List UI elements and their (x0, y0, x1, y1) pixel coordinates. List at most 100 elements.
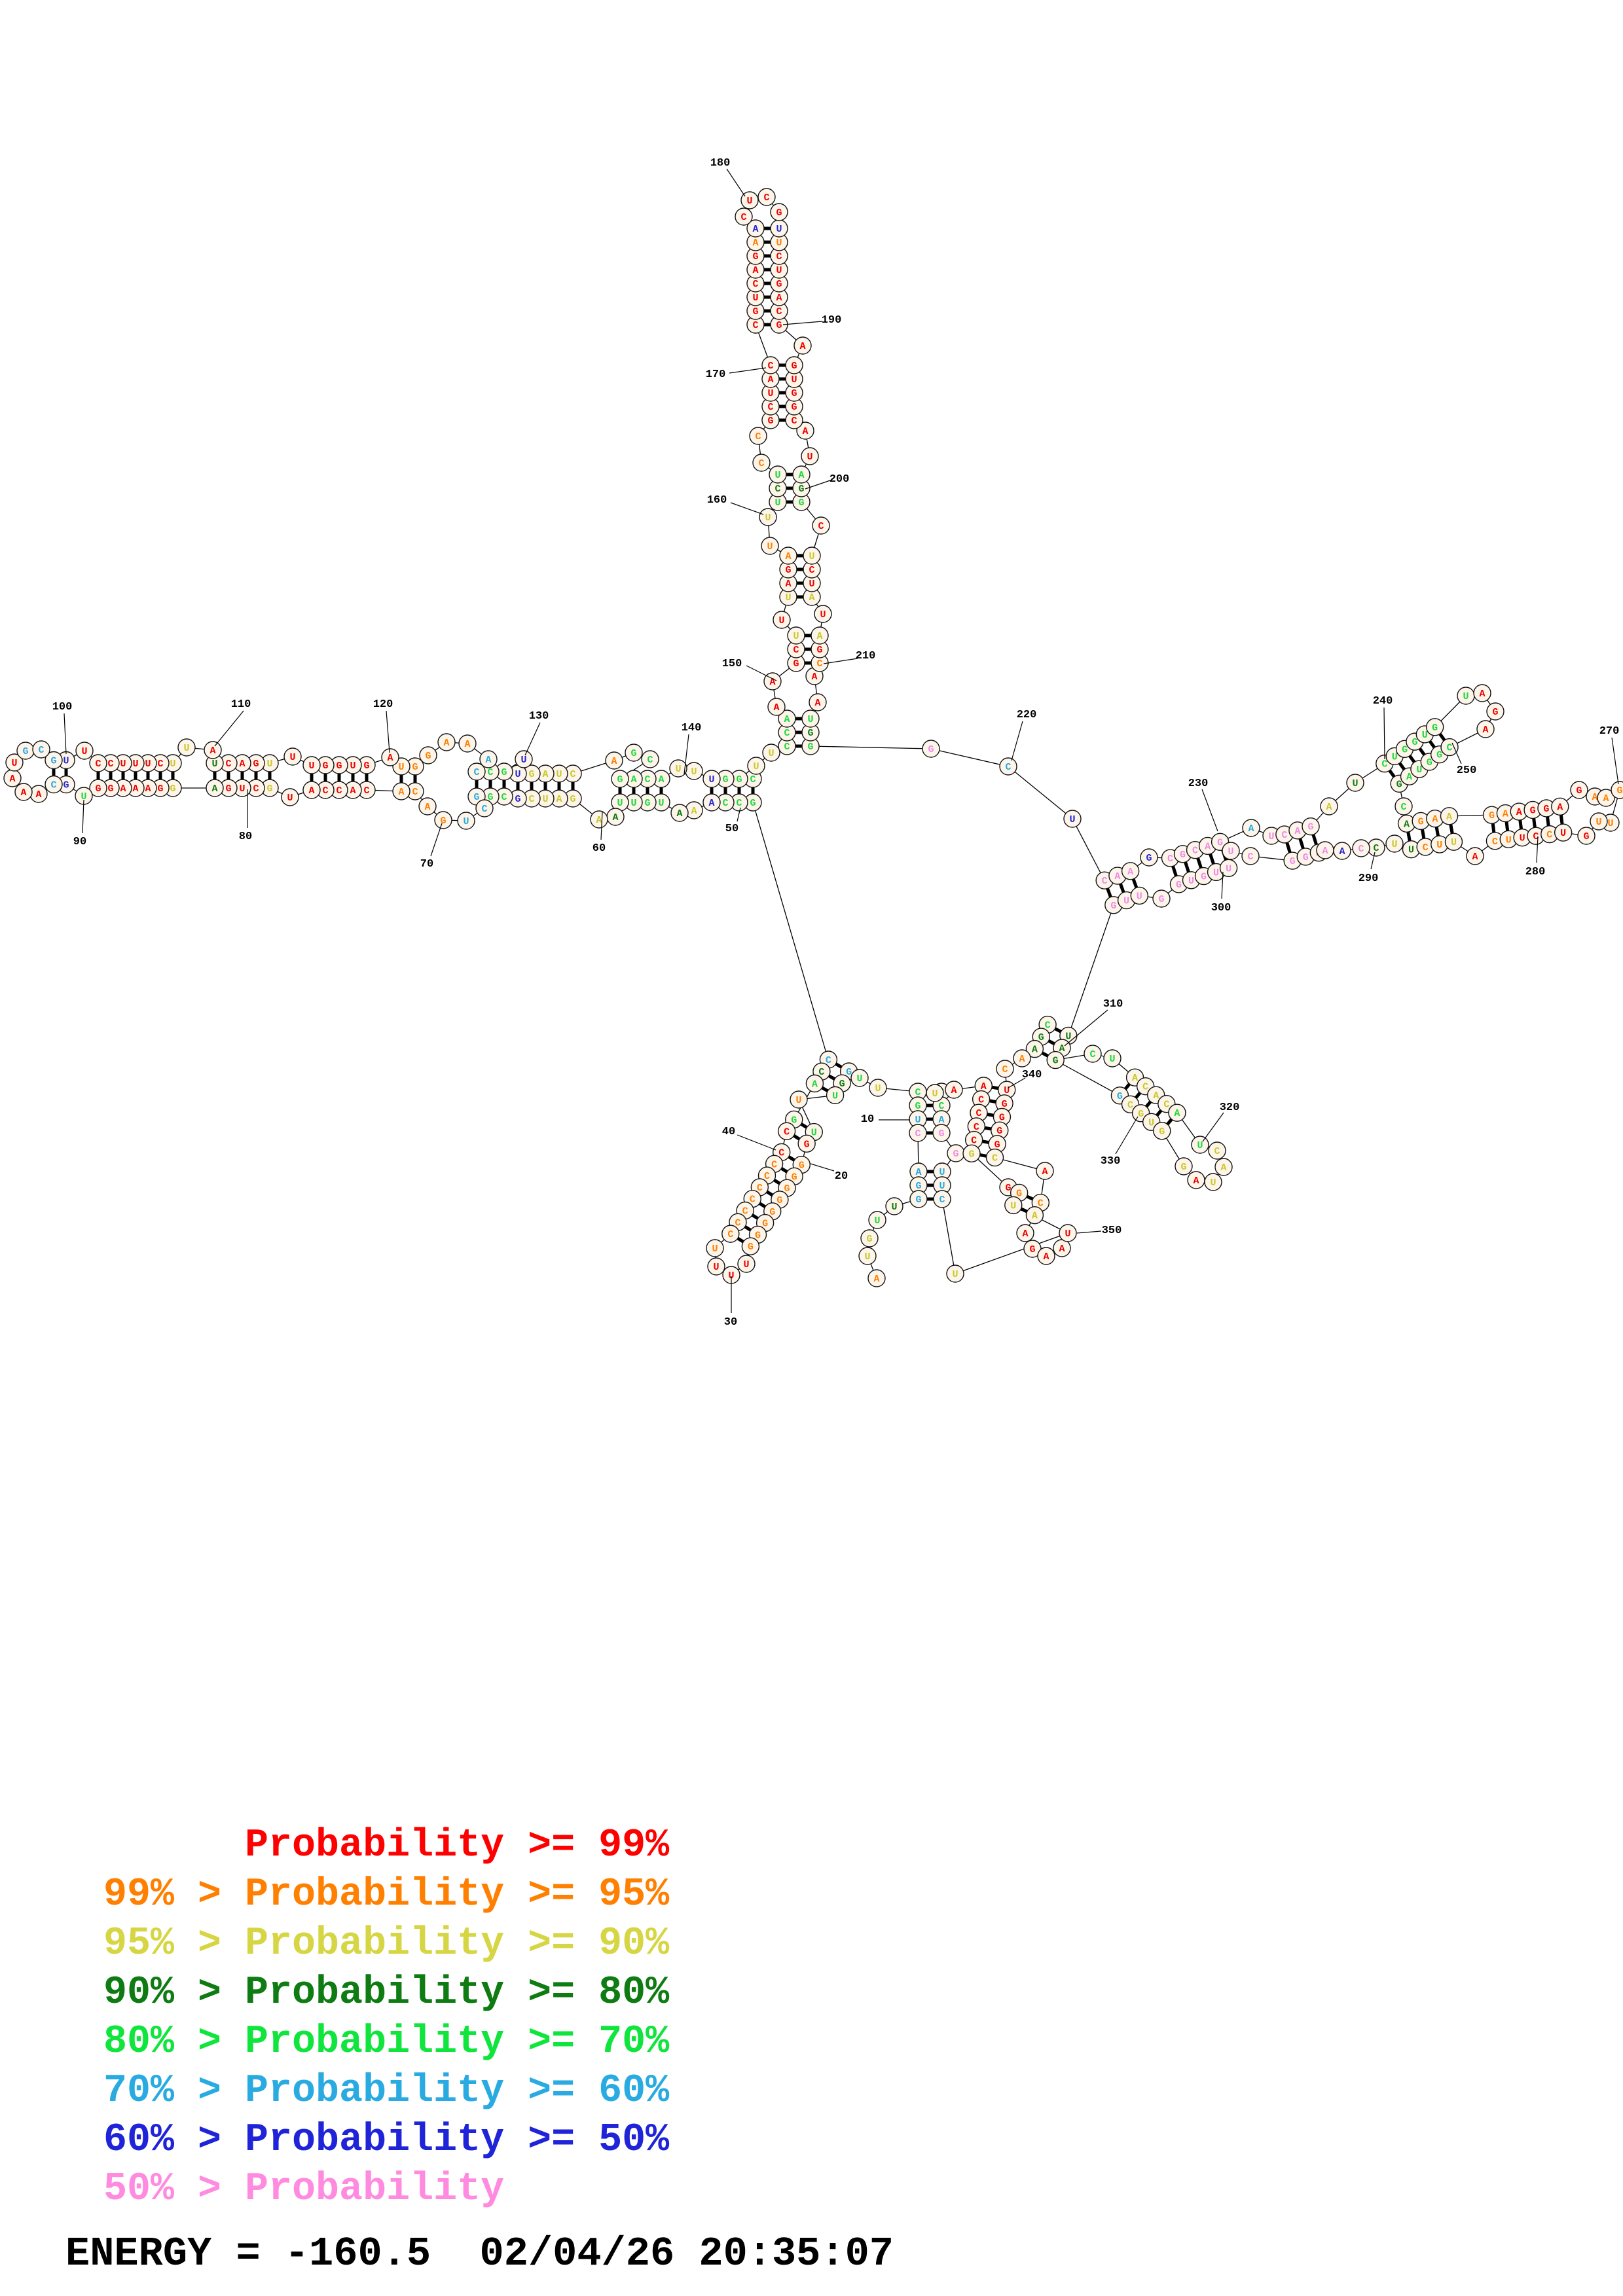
nucleotide-letter: C (764, 1171, 770, 1182)
nucleotide-letter: C (322, 785, 328, 797)
nucleotide-letter: U (120, 759, 126, 770)
nucleotide-letter: G (1029, 1244, 1035, 1255)
nucleotide (458, 734, 477, 753)
nucleotide-letter: G (1180, 1162, 1186, 1173)
nucleotide-letter: A (767, 374, 773, 386)
nucleotide (1590, 812, 1608, 831)
nucleotide-letter: U (807, 714, 813, 725)
nucleotide-letter: C (481, 804, 487, 815)
nucleotide (1486, 702, 1504, 721)
label-leader-line (1611, 737, 1619, 785)
nucleotide-letter: U (1268, 831, 1274, 842)
nucleotide-letter: C (336, 785, 342, 797)
nucleotide-letter: G (1583, 831, 1589, 842)
nucleotide-letter: G (1158, 894, 1164, 905)
nucleotide-letter: G (1412, 737, 1417, 748)
nucleotide (641, 750, 659, 768)
nucleotide (962, 1144, 981, 1162)
nucleotide-letter: C (473, 767, 479, 778)
nucleotide (1121, 862, 1140, 880)
nucleotide-letter: G (769, 1207, 775, 1218)
nucleotide-letter: C (528, 794, 534, 805)
nucleotide-letter: A (809, 592, 814, 603)
label-leader-line (726, 168, 746, 197)
nucleotide-letter: U (1188, 876, 1194, 887)
nucleotide-letter: C (1167, 853, 1173, 865)
nucleotide-letter: A (1059, 1244, 1065, 1255)
nucleotide-letter: G (1159, 1126, 1165, 1138)
nucleotide-letter: C (992, 1153, 998, 1164)
nucleotide (945, 1081, 963, 1099)
nucleotide (670, 804, 689, 822)
nucleotide (1153, 1122, 1171, 1140)
nucleotide-letter: A (1220, 1162, 1226, 1174)
nucleotide (769, 465, 787, 484)
nucleotide (1037, 1247, 1055, 1265)
nucleotide-letter: G (515, 794, 520, 805)
nucleotide-letter: U (874, 1215, 880, 1227)
nucleotide (885, 1197, 903, 1215)
nucleotide-letter: A (752, 224, 758, 235)
nucleotide-letter: U (811, 1128, 817, 1139)
nucleotide (762, 744, 780, 762)
position-label: 290 (1359, 872, 1379, 885)
nucleotide-letter: G (776, 320, 782, 331)
nucleotide-letter: C (107, 759, 113, 770)
nucleotide (625, 744, 643, 762)
nucleotide-letter: G (322, 761, 328, 772)
label-leader-line (600, 811, 603, 840)
nucleotide-letter: G (487, 792, 493, 803)
nucleotide-letter: U (952, 1269, 958, 1280)
nucleotide-letter: A (1406, 772, 1412, 783)
nucleotide-letter: U (752, 293, 758, 304)
position-label: 350 (1102, 1225, 1122, 1237)
nucleotide (860, 1229, 879, 1247)
nucleotide-letter: C (816, 658, 822, 670)
nucleotide (1444, 833, 1463, 851)
nucleotide-letter: U (767, 541, 773, 552)
nucleotide-letter: A (132, 783, 138, 795)
nucleotide-letter: C (38, 745, 44, 756)
nucleotide-letter: G (953, 1149, 958, 1160)
nucleotide-letter: G (1117, 1091, 1123, 1102)
nucleotide-letter: G (846, 1067, 852, 1078)
nucleotide-letter: C (818, 1067, 824, 1078)
nucleotide-letter: U (617, 798, 623, 809)
nucleotide-letter: G (722, 774, 728, 785)
nucleotide-letter: G (752, 251, 758, 262)
position-label: 300 (1211, 902, 1231, 914)
nucleotide-letter: U (1148, 1117, 1154, 1128)
nucleotide-letter: G (1543, 804, 1549, 815)
label-leader-line (805, 480, 831, 490)
nucleotide-letter: G (1146, 853, 1152, 864)
nucleotide-letter: G (750, 798, 756, 809)
nucleotide (773, 611, 791, 629)
nucleotide-letter: U (785, 592, 791, 603)
label-leader-line (430, 823, 443, 857)
nucleotide (826, 1086, 845, 1105)
nucleotide-letter: U (795, 1095, 801, 1106)
nucleotide-letter: U (1560, 828, 1566, 839)
nucleotide (1476, 720, 1495, 738)
label-leader-line (1383, 707, 1385, 760)
nucleotide (803, 547, 821, 565)
nucleotide-letter: G (63, 780, 69, 791)
nucleotide-letter: A (611, 756, 617, 767)
label-leader-line (1221, 871, 1224, 899)
nucleotide (933, 1190, 951, 1208)
nucleotide-letter: C (767, 361, 773, 372)
nucleotide-letter: G (50, 756, 56, 767)
nucleotide-letter: C (727, 1229, 733, 1240)
nucleotide (867, 1269, 886, 1287)
nucleotide-letter: A (785, 551, 791, 562)
position-label: 280 (1525, 866, 1546, 878)
nucleotide (1395, 797, 1413, 816)
nucleotide-letter: U (398, 762, 404, 773)
nucleotide-letter: G (22, 746, 28, 757)
nucleotide-letter: C (1492, 836, 1498, 848)
nucleotide-letter: C (1102, 876, 1108, 887)
nucleotide-letter: A (1482, 725, 1488, 736)
nucleotide (759, 508, 777, 526)
nucleotide-letter: A (387, 753, 393, 764)
nucleotide-letter: U (856, 1073, 862, 1085)
